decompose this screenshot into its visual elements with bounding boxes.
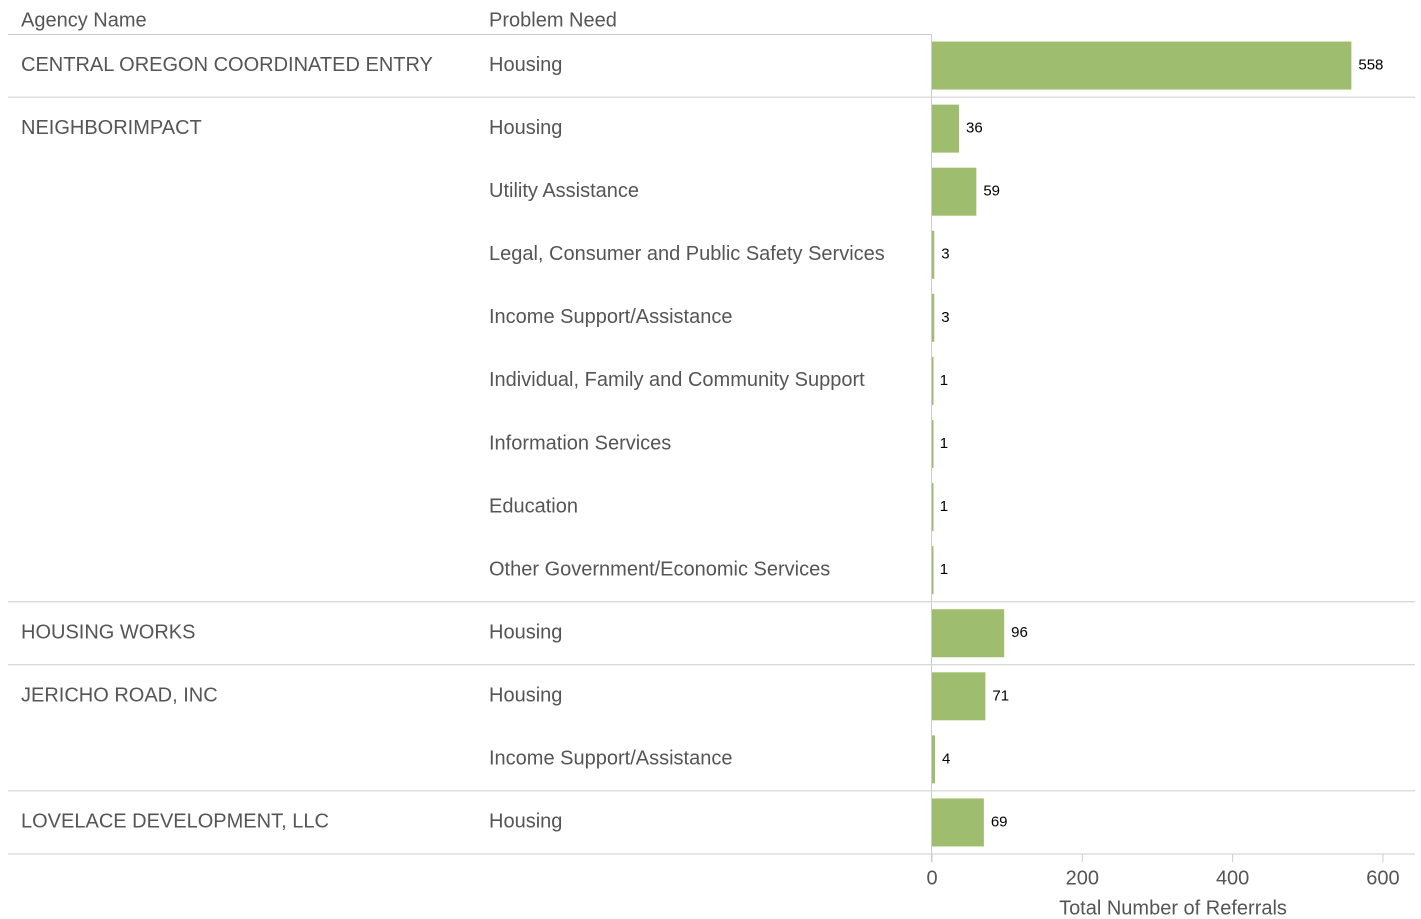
x-axis-title: Total Number of Referrals — [1059, 897, 1287, 919]
column-header: Agency Name — [21, 9, 147, 31]
value-label: 71 — [992, 687, 1009, 704]
need-label: Income Support/Assistance — [489, 748, 732, 770]
agency-label: JERICHO ROAD, INC — [21, 685, 218, 707]
column-header: Problem Need — [489, 9, 617, 31]
bar — [932, 356, 934, 405]
value-label: 96 — [1011, 624, 1028, 641]
value-label: 558 — [1358, 57, 1383, 74]
value-label: 3 — [941, 309, 949, 326]
need-label: Individual, Family and Community Support — [489, 369, 865, 391]
value-label: 59 — [983, 183, 1000, 200]
bar — [932, 672, 986, 721]
bar — [932, 293, 935, 342]
need-label: Other Government/Economic Services — [489, 558, 830, 580]
value-label: 3 — [941, 246, 949, 263]
need-label: Education — [489, 495, 578, 517]
value-label: 36 — [966, 120, 983, 137]
need-label: Housing — [489, 685, 562, 707]
need-label: Legal, Consumer and Public Safety Servic… — [489, 243, 885, 265]
need-label: Information Services — [489, 432, 671, 454]
need-label: Income Support/Assistance — [489, 306, 732, 328]
value-label: 1 — [940, 498, 948, 515]
agency-label: NEIGHBORIMPACT — [21, 117, 202, 139]
agency-label: CENTRAL OREGON COORDINATED ENTRY — [21, 54, 433, 76]
bar — [932, 609, 1005, 658]
need-label: Housing — [489, 622, 562, 644]
x-tick-label: 0 — [926, 867, 937, 889]
value-label: 1 — [940, 372, 948, 389]
bar — [932, 41, 1352, 90]
value-label: 4 — [942, 750, 950, 767]
x-tick-label: 200 — [1066, 867, 1099, 889]
need-label: Housing — [489, 54, 562, 76]
x-tick-label: 400 — [1216, 867, 1249, 889]
bar — [932, 420, 934, 468]
bar — [932, 546, 934, 595]
value-label: 69 — [991, 813, 1008, 830]
x-tick-label: 600 — [1366, 867, 1399, 889]
agency-label: LOVELACE DEVELOPMENT, LLC — [21, 811, 329, 833]
agency-label: HOUSING WORKS — [21, 622, 195, 644]
bar — [932, 798, 984, 847]
bar — [932, 735, 936, 784]
need-label: Housing — [489, 117, 562, 139]
bar — [932, 483, 934, 532]
bar — [932, 104, 960, 153]
need-label: Utility Assistance — [489, 180, 639, 202]
value-label: 1 — [940, 435, 948, 452]
value-label: 1 — [940, 561, 948, 578]
need-label: Housing — [489, 811, 562, 833]
bar — [932, 167, 977, 216]
bar — [932, 230, 935, 279]
